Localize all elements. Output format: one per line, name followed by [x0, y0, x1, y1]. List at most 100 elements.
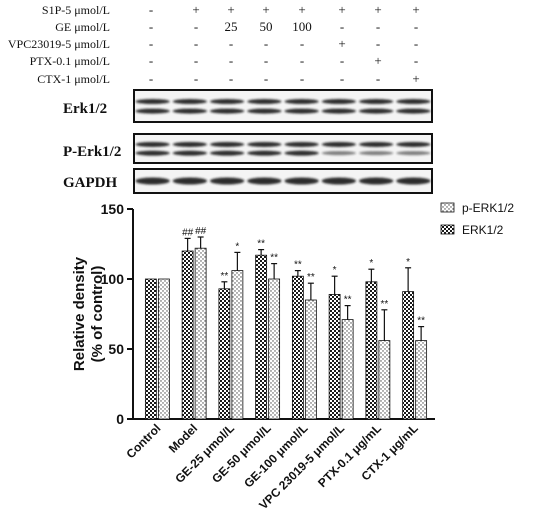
treatment-row-label: GE μmol/L [55, 20, 110, 34]
blot-band [135, 141, 170, 147]
bar [378, 340, 391, 420]
significance-mark: ** [417, 316, 425, 327]
blot-band [358, 151, 394, 156]
significance-mark: * [406, 257, 410, 268]
blot-band [358, 108, 394, 114]
bar [291, 275, 304, 420]
bar [268, 278, 281, 420]
x-tick-label: PTX-0.1 μg/mL [315, 421, 384, 490]
treatment-cell: - [376, 36, 380, 51]
x-tick-label: GE-100 μmol/L [241, 421, 310, 490]
blot-band [209, 108, 245, 114]
significance-mark: ** [257, 239, 265, 250]
blot-band [321, 108, 357, 114]
treatment-cell: - [264, 53, 268, 68]
treatment-cell: - [149, 53, 153, 68]
treatment-cell: - [229, 36, 233, 51]
y-tick-label: 100 [101, 271, 125, 287]
legend-swatch [440, 202, 455, 213]
treatment-cell: - [376, 19, 380, 34]
significance-mark: * [333, 265, 337, 276]
treatment-cell: - [340, 71, 344, 86]
blot-band [209, 150, 245, 156]
treatment-cell: - [149, 71, 153, 86]
treatment-row-label: PTX-0.1 μmol/L [30, 54, 110, 68]
blot-band [358, 99, 394, 105]
treatment-cell: - [194, 71, 198, 86]
blot-frame [133, 89, 433, 123]
x-tick-label: Control [123, 421, 163, 461]
treatment-cell: + [412, 2, 419, 17]
treatment-cell: - [194, 53, 198, 68]
blot-band [284, 141, 319, 147]
bar [231, 270, 244, 420]
western-blot-panels: Erk1/2 P-Erk1/2 GAPDH [63, 89, 433, 194]
blot-band [396, 141, 431, 147]
blot-band [358, 141, 394, 147]
treatment-cell: - [264, 71, 268, 86]
treatment-cell: + [298, 2, 305, 17]
treatment-cell: 25 [225, 19, 238, 34]
significance-mark: * [235, 241, 239, 252]
bar [304, 299, 317, 420]
blot-band [284, 150, 319, 156]
bar-chart: 0 50 100 150 Relative density(% of control) C… [71, 201, 514, 512]
treatment-cell: - [264, 36, 268, 51]
blot-band [135, 150, 170, 156]
bar [255, 254, 268, 420]
treatment-cell: + [192, 2, 199, 17]
treatment-cell: - [229, 71, 233, 86]
blot-band [209, 141, 245, 147]
bar [181, 250, 194, 420]
treatment-cell: - [194, 19, 198, 34]
treatment-cell: + [374, 53, 381, 68]
blot-band [209, 177, 245, 185]
blot-band [172, 141, 208, 147]
blot-band [396, 151, 431, 156]
legend-label: p-ERK1/2 [462, 201, 514, 215]
significance-mark: * [369, 258, 373, 269]
treatment-cell: - [300, 36, 304, 51]
treatment-cell: - [414, 36, 418, 51]
bar [341, 319, 354, 420]
blot-label: Erk1/2 [63, 101, 107, 117]
blot-band [172, 99, 208, 105]
blot-band [247, 141, 282, 147]
treatment-cell: - [414, 19, 418, 34]
y-axis-label-line: (% of control) [89, 266, 106, 363]
blot-label: GAPDH [63, 175, 117, 191]
blot-band [247, 99, 282, 105]
treatment-cell: - [300, 71, 304, 86]
bar [365, 281, 378, 420]
significance-mark: ## [195, 226, 207, 237]
treatment-cell: - [414, 53, 418, 68]
treatment-cell: + [412, 71, 419, 86]
significance-mark: ** [380, 299, 388, 310]
bar [194, 247, 207, 420]
blot-band [172, 177, 208, 185]
blot-band [135, 99, 170, 105]
blot-band [396, 177, 431, 185]
treatment-cell: - [229, 53, 233, 68]
treatment-cell: 100 [292, 19, 312, 34]
significance-mark: ** [344, 295, 352, 306]
y-tick-label: 50 [108, 341, 124, 357]
bar [157, 278, 170, 420]
blot-band [284, 108, 319, 114]
blot-band [321, 99, 357, 105]
blot-band [284, 177, 319, 185]
treatment-cell: - [376, 71, 380, 86]
significance-mark: ** [220, 271, 228, 282]
y-tick-label: 0 [116, 411, 124, 427]
blot-band [358, 177, 394, 185]
treatment-cell: + [338, 2, 345, 17]
legend-label: ERK1/2 [462, 223, 504, 237]
treatment-cell: + [338, 36, 345, 51]
blot-band [321, 141, 357, 147]
treatment-cell: - [194, 36, 198, 51]
y-axis-label: Relative density(% of control) [71, 256, 106, 371]
treatment-cell: + [262, 2, 269, 17]
treatment-cell: - [149, 36, 153, 51]
treatment-cell: - [340, 19, 344, 34]
